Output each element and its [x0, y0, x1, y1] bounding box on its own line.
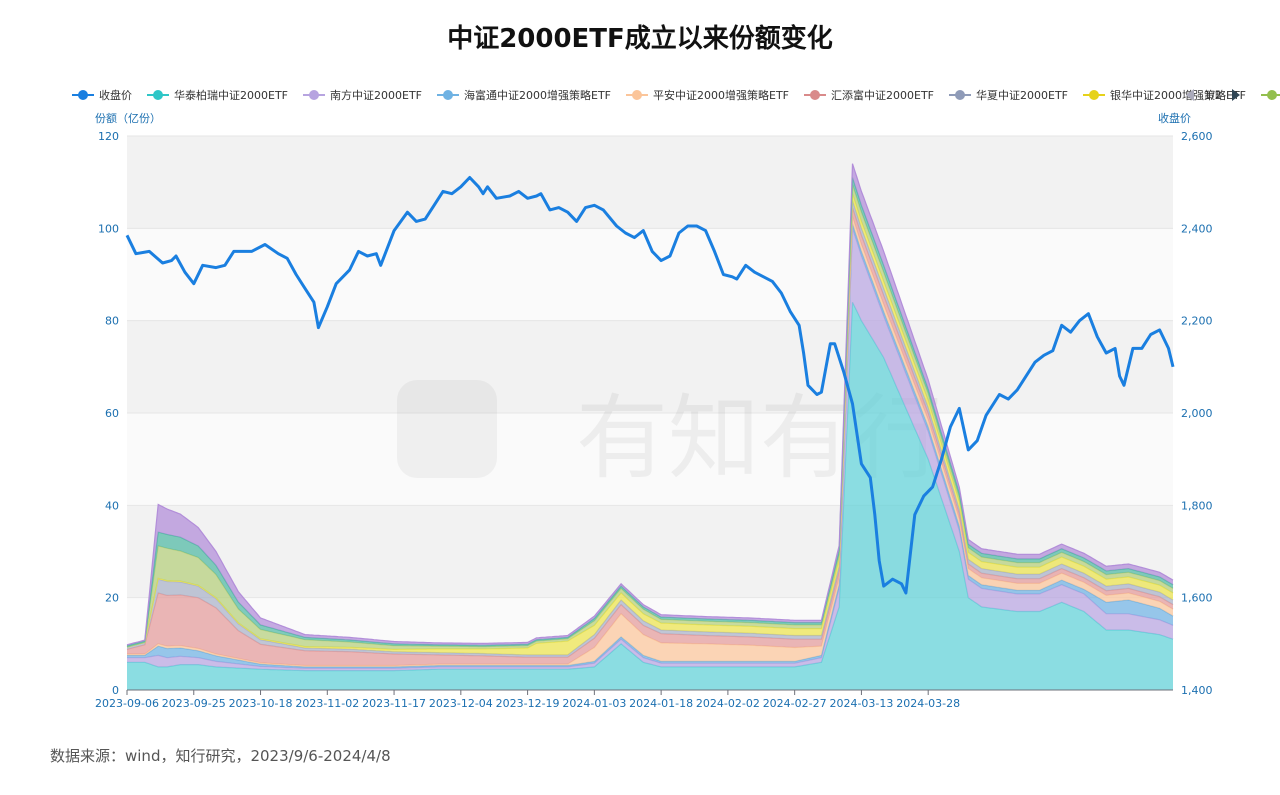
left-axis-title: 份额（亿份） [95, 112, 161, 125]
chart-title: 中证2000ETF成立以来份额变化 [447, 24, 833, 54]
plot-band [127, 228, 1173, 321]
legend-item[interactable]: 华夏中证2000ETF [949, 87, 1068, 103]
legend-label: 南方中证2000ETF [330, 89, 422, 102]
legend-item[interactable] [1261, 90, 1280, 100]
right-axis-title: 收盘价 [1158, 112, 1191, 125]
x-tick-label: 2024-02-02 [696, 697, 760, 710]
legend-pager: 1/2 [1186, 86, 1240, 104]
area-series-1 [127, 302, 1173, 690]
y-left-tick-label: 0 [112, 684, 119, 697]
y-right-tick-label: 1,400 [1181, 684, 1213, 697]
y-left-tick-label: 40 [105, 499, 119, 512]
legend-label: 平安中证2000增强策略ETF [653, 89, 789, 102]
y-right-tick-label: 2,400 [1181, 222, 1213, 235]
legend-swatch-icon [1261, 90, 1280, 100]
legend-swatch-icon [72, 90, 94, 100]
legend-label: 海富通中证2000增强策略ETF [464, 89, 611, 102]
x-tick-label: 2023-10-18 [229, 697, 293, 710]
legend-item[interactable]: 银华中证2000增强策略ETF [1083, 87, 1246, 103]
legend-label: 银华中证2000增强策略ETF [1110, 89, 1246, 102]
x-tick-label: 2023-12-04 [429, 697, 493, 710]
close-price-line [125, 176, 1175, 595]
x-tick-label: 2023-09-06 [95, 697, 159, 710]
legend-label: 华泰柏瑞中证2000ETF [174, 89, 288, 102]
y-right-tick-label: 2,200 [1181, 315, 1213, 328]
y-left-tick-label: 120 [98, 130, 119, 143]
y-right-tick-label: 2,600 [1181, 130, 1213, 143]
x-tick-label: 2024-03-28 [896, 697, 960, 710]
y-left-tick-label: 20 [105, 592, 119, 605]
plot-band [127, 136, 1173, 229]
legend-swatch-icon [626, 90, 648, 100]
legend-label: 收盘价 [99, 89, 132, 102]
legend-item[interactable]: 平安中证2000增强策略ETF [626, 87, 789, 103]
legend-item[interactable]: 收盘价 [72, 87, 132, 103]
legend-item[interactable]: 华泰柏瑞中证2000ETF [147, 87, 288, 103]
x-tick-label: 2024-01-18 [629, 697, 693, 710]
area-series-8 [127, 184, 1173, 650]
y-left-tick-label: 60 [105, 407, 119, 420]
legend-prev-page-icon[interactable] [1186, 89, 1194, 101]
watermark-logo-icon [397, 380, 497, 478]
data-source-note: 数据来源：wind，知行研究，2023/9/6-2024/4/8 [50, 747, 391, 765]
legend-label: 汇添富中证2000ETF [831, 89, 934, 102]
plot-band [127, 413, 1173, 506]
y-right-tick-label: 2,000 [1181, 407, 1213, 420]
legend-swatch-icon [303, 90, 325, 100]
legend-swatch-icon [1083, 90, 1105, 100]
legend-label: 华夏中证2000ETF [976, 89, 1068, 102]
area-series-edge-10 [126, 163, 1174, 646]
x-tick-label: 2023-11-17 [362, 697, 426, 710]
legend-item[interactable]: 汇添富中证2000ETF [804, 87, 934, 103]
x-tick-label: 2024-03-13 [829, 697, 893, 710]
y-right-tick-label: 1,600 [1181, 592, 1213, 605]
x-tick-label: 2023-11-02 [295, 697, 359, 710]
x-tick-label: 2023-09-25 [162, 697, 226, 710]
legend-swatch-icon [437, 90, 459, 100]
x-tick-label: 2024-01-03 [562, 697, 626, 710]
y-right-tick-label: 1,800 [1181, 499, 1213, 512]
legend-swatch-icon [804, 90, 826, 100]
x-tick-label: 2024-02-27 [763, 697, 827, 710]
legend-swatch-icon [147, 90, 169, 100]
chart-legend: 收盘价 华泰柏瑞中证2000ETF 南方中证2000ETF 海富通中证2000增强策略… [72, 86, 1280, 104]
x-tick-label: 2023-12-19 [496, 697, 560, 710]
legend-page-indicator: 1/2 [1204, 88, 1222, 102]
legend-item[interactable]: 南方中证2000ETF [303, 87, 422, 103]
legend-swatch-icon [949, 90, 971, 100]
legend-next-page-icon[interactable] [1231, 89, 1240, 101]
legend-item[interactable]: 海富通中证2000增强策略ETF [437, 87, 611, 103]
y-left-tick-label: 100 [98, 222, 119, 235]
y-left-tick-label: 80 [105, 315, 119, 328]
